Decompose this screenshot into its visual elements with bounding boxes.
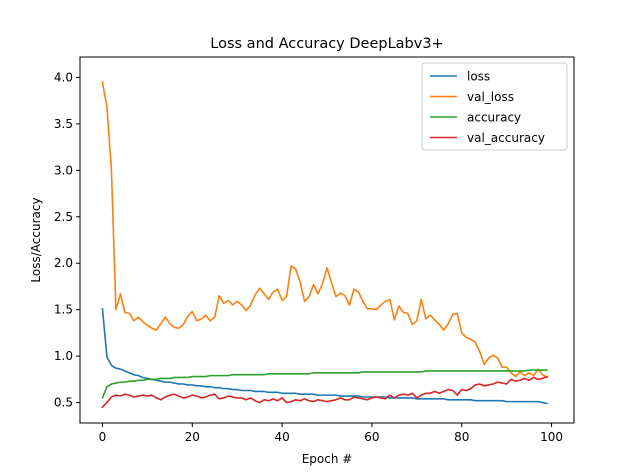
series-line-val-loss: [101, 81, 548, 379]
legend: loss val_loss accuracy val_accuracy: [421, 62, 568, 151]
series-lines: [101, 81, 548, 409]
x-tick-label: 20: [185, 430, 200, 444]
y-tick-label: 2.5: [54, 210, 73, 224]
x-tick-label: 100: [540, 430, 563, 444]
y-tick-label: 3.5: [54, 117, 73, 131]
legend-label-loss: loss: [467, 70, 490, 84]
series-line-val-accuracy: [101, 375, 548, 409]
legend-box: [421, 62, 568, 151]
legend-label-val-loss: val_loss: [467, 90, 514, 104]
y-tick-label: 4.0: [54, 70, 73, 84]
plot-frame: [79, 56, 575, 424]
y-tick-label: 0.5: [54, 396, 73, 410]
y-tick-label: 1.0: [54, 349, 73, 363]
legend-label-accuracy: accuracy: [467, 111, 521, 125]
x-tick-label: 60: [364, 430, 379, 444]
series-line-loss: [101, 307, 548, 405]
x-axis-label: Epoch #: [302, 452, 353, 466]
chart-title: Loss and Accuracy DeepLabv3+: [210, 36, 443, 52]
y-axis-label: Loss/Accuracy: [29, 197, 43, 282]
y-tick-label: 3.0: [54, 163, 73, 177]
x-tick-label: 80: [454, 430, 469, 444]
y-axis-ticks: 0.5 1.0 1.5 2.0 2.5 3.0 3.5 4.0: [54, 70, 80, 410]
y-tick-label: 2.0: [54, 256, 73, 270]
x-tick-label: 40: [274, 430, 289, 444]
series-line-accuracy: [101, 369, 548, 399]
y-tick-label: 1.5: [54, 303, 73, 317]
legend-label-val-accuracy: val_accuracy: [467, 131, 545, 145]
x-tick-label: 0: [99, 430, 107, 444]
x-axis-ticks: 0 20 40 60 80 100: [99, 423, 563, 444]
